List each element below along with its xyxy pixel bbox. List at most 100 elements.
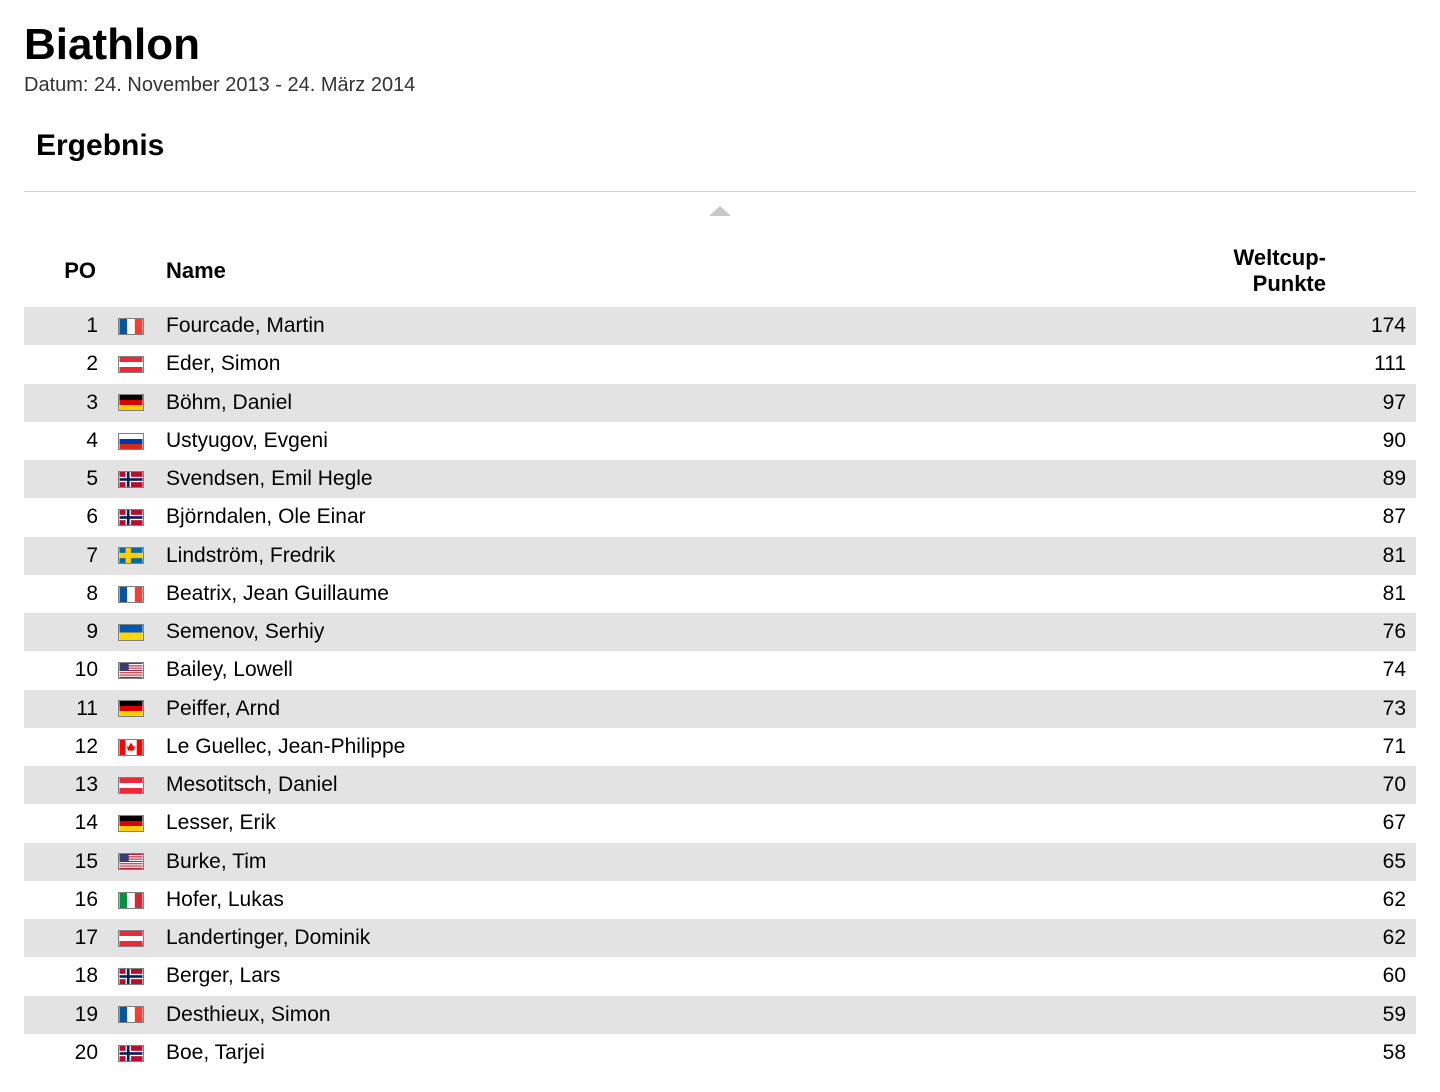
table-header-row: PO Name Weltcup-Punkte <box>24 237 1416 307</box>
cell-name[interactable]: Lindström, Fredrik <box>156 537 1186 575</box>
cell-name[interactable]: Fourcade, Martin <box>156 307 1186 345</box>
column-header-points[interactable]: Weltcup-Punkte <box>1186 237 1416 307</box>
cell-flag <box>108 575 156 613</box>
table-row: 5 Svendsen, Emil Hegle89 <box>24 460 1416 498</box>
cell-points: 71 <box>1186 728 1416 766</box>
table-row: 13 Mesotitsch, Daniel70 <box>24 766 1416 804</box>
cell-flag <box>108 957 156 995</box>
date-range: Datum: 24. November 2013 - 24. März 2014 <box>24 74 1416 97</box>
cell-position: 9 <box>24 613 108 651</box>
cell-flag <box>108 996 156 1034</box>
cell-points: 70 <box>1186 766 1416 804</box>
cell-name[interactable]: Eder, Simon <box>156 345 1186 383</box>
cell-points: 59 <box>1186 996 1416 1034</box>
cell-name[interactable]: Landertinger, Dominik <box>156 919 1186 957</box>
austria-flag-icon <box>118 777 144 794</box>
cell-position: 5 <box>24 460 108 498</box>
cell-position: 6 <box>24 498 108 536</box>
cell-flag <box>108 422 156 460</box>
table-row: 10Bailey, Lowell74 <box>24 651 1416 689</box>
cell-points: 81 <box>1186 537 1416 575</box>
cell-points: 73 <box>1186 690 1416 728</box>
table-row: 3Böhm, Daniel97 <box>24 384 1416 422</box>
cell-position: 20 <box>24 1034 108 1072</box>
table-row: 1Fourcade, Martin174 <box>24 307 1416 345</box>
cell-position: 13 <box>24 766 108 804</box>
austria-flag-icon <box>118 356 144 373</box>
table-row: 8Beatrix, Jean Guillaume81 <box>24 575 1416 613</box>
germany-flag-icon <box>118 815 144 832</box>
cell-name[interactable]: Boe, Tarjei <box>156 1034 1186 1072</box>
cell-name[interactable]: Lesser, Erik <box>156 804 1186 842</box>
cell-points: 111 <box>1186 345 1416 383</box>
cell-points: 89 <box>1186 460 1416 498</box>
results-table: PO Name Weltcup-Punkte 1Fourcade, Martin… <box>24 237 1416 1072</box>
column-header-name[interactable]: Name <box>156 237 1186 307</box>
cell-flag <box>108 843 156 881</box>
cell-flag <box>108 804 156 842</box>
column-header-flag <box>108 237 156 307</box>
table-row: 2Eder, Simon111 <box>24 345 1416 383</box>
norway-flag-icon <box>118 471 144 488</box>
cell-name[interactable]: Hofer, Lukas <box>156 881 1186 919</box>
sweden-flag-icon <box>118 547 144 564</box>
cell-name[interactable]: Ustyugov, Evgeni <box>156 422 1186 460</box>
norway-flag-icon <box>118 509 144 526</box>
cell-name[interactable]: Desthieux, Simon <box>156 996 1186 1034</box>
cell-points: 58 <box>1186 1034 1416 1072</box>
cell-name[interactable]: Semenov, Serhiy <box>156 613 1186 651</box>
cell-flag <box>108 651 156 689</box>
france-flag-icon <box>118 318 144 335</box>
table-row: 9 Semenov, Serhiy76 <box>24 613 1416 651</box>
cell-flag <box>108 728 156 766</box>
cell-flag <box>108 384 156 422</box>
cell-flag <box>108 766 156 804</box>
table-row: 4Ustyugov, Evgeni90 <box>24 422 1416 460</box>
cell-position: 15 <box>24 843 108 881</box>
table-row: 20 Boe, Tarjei58 <box>24 1034 1416 1072</box>
cell-name[interactable]: Peiffer, Arnd <box>156 690 1186 728</box>
cell-position: 12 <box>24 728 108 766</box>
cell-name[interactable]: Björndalen, Ole Einar <box>156 498 1186 536</box>
cell-points: 65 <box>1186 843 1416 881</box>
table-row: 16Hofer, Lukas62 <box>24 881 1416 919</box>
cell-points: 62 <box>1186 919 1416 957</box>
table-row: 11Peiffer, Arnd73 <box>24 690 1416 728</box>
canada-flag-icon <box>118 739 144 756</box>
france-flag-icon <box>118 1006 144 1023</box>
column-header-position[interactable]: PO <box>24 237 108 307</box>
italy-flag-icon <box>118 892 144 909</box>
table-row: 19 Desthieux, Simon59 <box>24 996 1416 1034</box>
cell-name[interactable]: Mesotitsch, Daniel <box>156 766 1186 804</box>
cell-position: 4 <box>24 422 108 460</box>
cell-flag <box>108 690 156 728</box>
cell-name[interactable]: Burke, Tim <box>156 843 1186 881</box>
usa-flag-icon <box>118 853 144 870</box>
cell-name[interactable]: Böhm, Daniel <box>156 384 1186 422</box>
cell-name[interactable]: Berger, Lars <box>156 957 1186 995</box>
page-title: Biathlon <box>24 20 1416 70</box>
cell-flag <box>108 881 156 919</box>
cell-name[interactable]: Bailey, Lowell <box>156 651 1186 689</box>
austria-flag-icon <box>118 930 144 947</box>
cell-position: 19 <box>24 996 108 1034</box>
france-flag-icon <box>118 586 144 603</box>
cell-name[interactable]: Le Guellec, Jean-Philippe <box>156 728 1186 766</box>
ukraine-flag-icon <box>118 624 144 641</box>
cell-name[interactable]: Svendsen, Emil Hegle <box>156 460 1186 498</box>
cell-flag <box>108 537 156 575</box>
norway-flag-icon <box>118 1045 144 1062</box>
cell-flag <box>108 460 156 498</box>
cell-points: 74 <box>1186 651 1416 689</box>
cell-position: 16 <box>24 881 108 919</box>
cell-flag <box>108 1034 156 1072</box>
cell-flag <box>108 919 156 957</box>
cell-points: 76 <box>1186 613 1416 651</box>
section-title: Ergebnis <box>36 129 1416 163</box>
cell-name[interactable]: Beatrix, Jean Guillaume <box>156 575 1186 613</box>
table-row: 7Lindström, Fredrik81 <box>24 537 1416 575</box>
table-row: 18Berger, Lars60 <box>24 957 1416 995</box>
collapse-toggle[interactable] <box>24 198 1416 237</box>
table-row: 14Lesser, Erik67 <box>24 804 1416 842</box>
cell-position: 18 <box>24 957 108 995</box>
